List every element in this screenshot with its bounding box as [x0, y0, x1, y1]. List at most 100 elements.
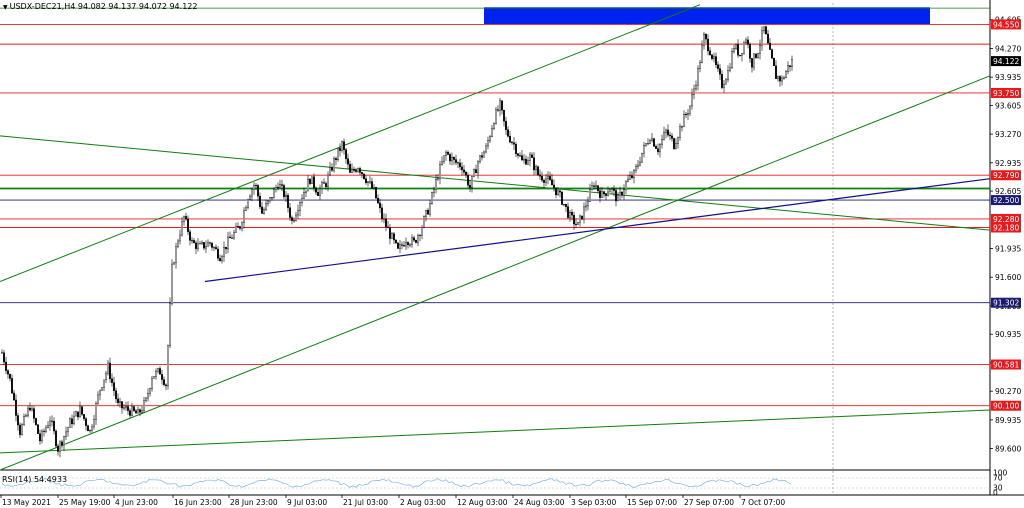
candle-body [405, 242, 407, 247]
trend-line-3 [0, 135, 991, 231]
candle-body [11, 378, 13, 394]
candle-body [581, 215, 583, 220]
candle-body [81, 406, 83, 415]
y-tick-label-3: 93.605 [995, 101, 1021, 110]
menu-triangle-icon[interactable]: ▼ [3, 4, 8, 11]
level-tag-bg-2 [991, 87, 1021, 98]
candle-body [243, 210, 245, 224]
candle-body [49, 420, 51, 426]
candle-body [93, 419, 95, 428]
candle-body [45, 427, 47, 432]
candle-body [705, 33, 707, 40]
candle-body [169, 303, 171, 347]
candle-body [5, 361, 7, 371]
candle-body [483, 151, 485, 158]
candle-body [765, 26, 767, 35]
candle-body [663, 132, 665, 140]
candle-body [715, 56, 717, 65]
candle-body [639, 161, 641, 166]
candle-body [645, 143, 647, 146]
candle-body [727, 70, 729, 81]
candle-body [9, 373, 11, 379]
candle-body [781, 77, 783, 82]
x-tick-label-7: 2 Aug 03:00 [400, 498, 446, 507]
candle-body [237, 226, 239, 228]
candle-body [753, 53, 755, 68]
candle-body [249, 195, 251, 200]
candle-body [21, 424, 23, 435]
candle-body [65, 431, 67, 437]
candle-body [607, 191, 609, 196]
candle-body [585, 205, 587, 208]
candle-body [55, 430, 57, 447]
candle-body [567, 206, 569, 218]
rsi-level-label-2: 30 [993, 484, 1003, 493]
candle-body [79, 406, 81, 418]
candle-body [511, 141, 513, 143]
candle-body [365, 178, 367, 184]
candle-body [231, 237, 233, 239]
trend-lines[interactable] [0, 4, 991, 471]
candle-body [223, 246, 225, 257]
candle-body [375, 187, 377, 199]
candle-body [703, 33, 705, 47]
candle-body [587, 201, 589, 207]
candle-body [33, 408, 35, 419]
candle-body [19, 424, 21, 435]
candle-body [209, 242, 211, 244]
y-tick-label-13: 89.935 [995, 416, 1021, 425]
candle-body [401, 244, 403, 246]
candle-body [257, 185, 259, 197]
candle-body [327, 174, 329, 187]
candle-body [443, 155, 445, 163]
candle-body [23, 415, 25, 425]
candle-body [41, 430, 43, 442]
candle-body [101, 387, 103, 391]
candle-body [669, 134, 671, 137]
candle-body [513, 142, 515, 145]
candle-body [619, 191, 621, 196]
candle-body [185, 216, 187, 220]
candle-body [211, 243, 213, 248]
candle-body [341, 141, 343, 151]
candle-body [609, 189, 611, 193]
candle-body [387, 226, 389, 229]
candle-body [195, 242, 197, 249]
candle-body [775, 65, 777, 79]
candle-body [449, 154, 451, 162]
candle-body [563, 204, 565, 206]
candle-body [487, 140, 489, 147]
candle-body [711, 54, 713, 59]
candle-body [527, 160, 529, 165]
x-tick-label-1: 25 May 19:00 [59, 498, 111, 507]
candle-body [191, 240, 193, 242]
candle-body [771, 49, 773, 59]
candle-body [425, 210, 427, 217]
candle-body [737, 44, 739, 56]
candle-body [681, 126, 683, 128]
candle-body [503, 109, 505, 122]
candle-body [749, 44, 751, 59]
candle-body [159, 368, 161, 375]
candle-body [149, 388, 151, 394]
level-tag-bg-7 [991, 222, 1021, 233]
candle-body [31, 408, 33, 411]
candle-body [565, 204, 567, 207]
candle-body [389, 227, 391, 239]
candle-body [69, 418, 71, 428]
candle-body [189, 231, 191, 241]
horizontal-levels[interactable] [0, 23, 990, 407]
candle-body [653, 138, 655, 147]
candle-body [351, 169, 353, 173]
candle-body [17, 415, 19, 426]
rsi-label: RSI(14) 54.4933 [2, 475, 68, 484]
candle-body [181, 221, 183, 236]
candle-body [437, 178, 439, 180]
candle-body [427, 210, 429, 215]
candle-body [135, 410, 137, 414]
candle-body [723, 83, 725, 88]
trend-line-1 [0, 75, 991, 471]
candle-body [7, 370, 9, 375]
candle-body [457, 162, 459, 164]
